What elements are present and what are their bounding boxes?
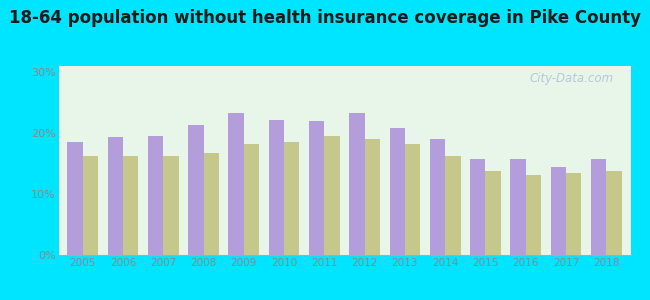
Bar — [188, 125, 203, 255]
Bar — [606, 171, 621, 255]
Bar — [203, 153, 219, 255]
Bar — [470, 159, 486, 255]
Bar — [163, 156, 179, 255]
Bar — [229, 113, 244, 255]
Bar — [108, 137, 123, 255]
Bar — [324, 136, 340, 255]
Text: 18-64 population without health insurance coverage in Pike County: 18-64 population without health insuranc… — [9, 9, 641, 27]
Bar — [83, 156, 98, 255]
Bar — [349, 113, 365, 255]
Bar — [445, 156, 460, 255]
Bar — [389, 128, 405, 255]
Bar — [123, 156, 138, 255]
Bar — [510, 159, 526, 255]
Bar — [566, 173, 581, 255]
Bar — [430, 139, 445, 255]
Bar — [551, 167, 566, 255]
Bar — [405, 144, 421, 255]
Bar — [148, 136, 163, 255]
Bar — [284, 142, 300, 255]
Bar — [244, 144, 259, 255]
Bar — [591, 159, 606, 255]
Bar — [309, 122, 324, 255]
Bar — [365, 139, 380, 255]
Text: City-Data.com: City-Data.com — [529, 72, 614, 85]
Bar — [526, 175, 541, 255]
Bar — [268, 120, 284, 255]
Bar — [486, 171, 500, 255]
Bar — [68, 142, 83, 255]
